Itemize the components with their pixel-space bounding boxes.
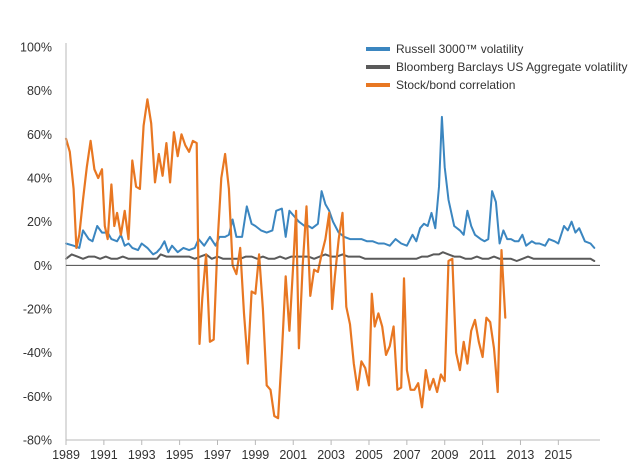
y-tick-labels: 100% 80% 60% 40% 20% 0% -20% -40% -60% -80% <box>20 41 52 448</box>
series-line-2 <box>64 98 507 420</box>
x-tick-label: 2007 <box>393 448 421 462</box>
y-tick-label: 60% <box>27 128 52 142</box>
y-tick-label: -20% <box>23 303 52 317</box>
y-tick-label: 80% <box>27 84 52 98</box>
axes-layer <box>65 43 600 441</box>
y-tick-label: 100% <box>20 41 52 55</box>
legend-label-0: Russell 3000™ volatility <box>396 42 523 56</box>
legend-label-2: Stock/bond correlation <box>396 78 515 92</box>
y-tick-label: 20% <box>27 215 52 229</box>
x-tick-label: 1991 <box>90 448 118 462</box>
x-tick-label: 1999 <box>241 448 269 462</box>
x-tick-label: 1989 <box>52 448 80 462</box>
y-tick-label: 0% <box>34 259 52 273</box>
x-tick-label: 2001 <box>279 448 307 462</box>
y-tick-label: -60% <box>23 390 52 404</box>
x-tick-label: 1993 <box>128 448 156 462</box>
x-tick-labels: 1989 1991 1993 1995 1997 1999 2001 2003 2005 2007… <box>52 440 572 462</box>
x-tick-label: 2005 <box>355 448 383 462</box>
y-tick-label: 40% <box>27 172 52 186</box>
x-tick-label: 2003 <box>317 448 345 462</box>
x-tick-label: 2015 <box>544 448 572 462</box>
plot-lines <box>64 98 596 420</box>
x-tick-label: 2009 <box>431 448 459 462</box>
x-tick-label: 1995 <box>166 448 194 462</box>
x-tick-label: 2013 <box>507 448 535 462</box>
legend: Russell 3000™ volatility Bloomberg Barcla… <box>366 42 627 92</box>
x-tick-label: 2011 <box>469 448 496 462</box>
y-tick-label: -40% <box>23 346 52 360</box>
legend-label-1: Bloomberg Barclays US Aggregate volatili… <box>396 60 627 74</box>
y-tick-label: -80% <box>23 434 52 448</box>
series-line-0 <box>65 115 596 256</box>
x-tick-label: 1997 <box>204 448 232 462</box>
